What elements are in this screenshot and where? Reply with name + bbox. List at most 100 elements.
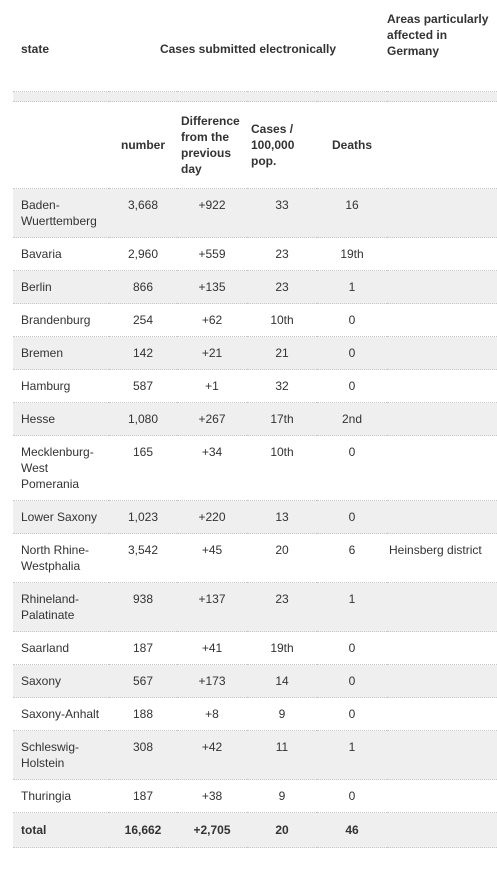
number-cell: 3,668 (109, 188, 177, 238)
deaths-cell: 1 (317, 730, 388, 780)
deaths-cell: 0 (317, 303, 388, 337)
rate-cell: 14 (247, 664, 317, 698)
state-header: state (13, 6, 109, 92)
area-cell (387, 697, 497, 731)
deaths-cell: 19th (317, 237, 388, 271)
cases-table-container: state Cases submitted electronically Are… (13, 0, 497, 848)
state-cell: Berlin (13, 270, 109, 304)
total-difference: +2,705 (177, 812, 247, 848)
state-cell: Saarland (13, 631, 109, 665)
subheader-row: number Difference from the previous day … (13, 101, 497, 189)
area-cell (387, 631, 497, 665)
number-cell: 866 (109, 270, 177, 304)
number-cell: 1,023 (109, 500, 177, 534)
deaths-cell: 0 (317, 697, 388, 731)
area-cell (387, 582, 497, 632)
rate-cell: 10th (247, 303, 317, 337)
cases-table: state Cases submitted electronically Are… (13, 6, 497, 848)
state-cell: Hesse (13, 402, 109, 436)
rate-cell: 32 (247, 369, 317, 403)
table-row: Hamburg 587 +1 32 0 (13, 369, 497, 403)
area-cell (387, 730, 497, 780)
rate-cell: 21 (247, 336, 317, 370)
difference-header: Difference from the previous day (177, 101, 247, 189)
table-row: Thuringia 187 +38 9 0 (13, 779, 497, 813)
area-cell (387, 664, 497, 698)
area-cell (387, 402, 497, 436)
total-rate: 20 (247, 812, 317, 848)
difference-cell: +21 (177, 336, 247, 370)
state-cell: Brandenburg (13, 303, 109, 337)
subheader-empty (13, 101, 109, 189)
rate-cell: 23 (247, 237, 317, 271)
state-cell: Saxony (13, 664, 109, 698)
difference-cell: +922 (177, 188, 247, 238)
table-row: Rhineland-Palatinate 938 +137 23 1 (13, 582, 497, 632)
total-row: total 16,662 +2,705 20 46 (13, 812, 497, 848)
difference-cell: +220 (177, 500, 247, 534)
deaths-cell: 0 (317, 500, 388, 534)
deaths-cell: 16 (317, 188, 388, 238)
state-cell: Thuringia (13, 779, 109, 813)
subheader-empty (387, 101, 497, 189)
table-row: Saxony 567 +173 14 0 (13, 664, 497, 698)
table-row: Berlin 866 +135 23 1 (13, 270, 497, 304)
deaths-cell: 0 (317, 779, 388, 813)
number-cell: 142 (109, 336, 177, 370)
number-cell: 567 (109, 664, 177, 698)
area-cell (387, 435, 497, 501)
difference-cell: +38 (177, 779, 247, 813)
deaths-cell: 1 (317, 582, 388, 632)
table-row: Bremen 142 +21 21 0 (13, 336, 497, 370)
state-cell: Hamburg (13, 369, 109, 403)
table-row: Brandenburg 254 +62 10th 0 (13, 303, 497, 337)
number-cell: 188 (109, 697, 177, 731)
deaths-cell: 0 (317, 631, 388, 665)
difference-cell: +173 (177, 664, 247, 698)
state-cell: Mecklenburg-West Pomerania (13, 435, 109, 501)
difference-cell: +42 (177, 730, 247, 780)
rate-header: Cases / 100,000 pop. (247, 101, 317, 189)
total-label: total (13, 812, 109, 848)
number-cell: 587 (109, 369, 177, 403)
difference-cell: +267 (177, 402, 247, 436)
deaths-cell: 0 (317, 435, 388, 501)
table-row: Saarland 187 +41 19th 0 (13, 631, 497, 665)
state-cell: North Rhine-Westphalia (13, 533, 109, 583)
table-row: Saxony-Anhalt 188 +8 9 0 (13, 697, 497, 731)
difference-cell: +1 (177, 369, 247, 403)
rate-cell: 13 (247, 500, 317, 534)
area-cell (387, 188, 497, 238)
deaths-cell: 2nd (317, 402, 388, 436)
number-cell: 2,960 (109, 237, 177, 271)
header-row: state Cases submitted electronically Are… (13, 6, 497, 92)
state-cell: Lower Saxony (13, 500, 109, 534)
state-cell: Saxony-Anhalt (13, 697, 109, 731)
number-cell: 187 (109, 631, 177, 665)
rate-cell: 9 (247, 697, 317, 731)
areas-header: Areas particularly affected in Germany (387, 6, 497, 92)
deaths-cell: 0 (317, 664, 388, 698)
number-header: number (109, 101, 177, 189)
cases-electronic-header: Cases submitted electronically (109, 6, 388, 92)
rate-cell: 23 (247, 270, 317, 304)
table-row: North Rhine-Westphalia 3,542 +45 20 6 Heinsbe… (13, 533, 497, 583)
deaths-cell: 0 (317, 336, 388, 370)
state-cell: Bremen (13, 336, 109, 370)
area-cell (387, 270, 497, 304)
table-body: Baden-Wuerttemberg 3,668 +922 33 16 Bavaria 2,… (13, 188, 497, 813)
number-cell: 308 (109, 730, 177, 780)
table-row: Lower Saxony 1,023 +220 13 0 (13, 500, 497, 534)
rate-cell: 11 (247, 730, 317, 780)
rate-cell: 33 (247, 188, 317, 238)
rate-cell: 23 (247, 582, 317, 632)
area-cell (387, 779, 497, 813)
area-cell (387, 336, 497, 370)
difference-cell: +135 (177, 270, 247, 304)
number-cell: 1,080 (109, 402, 177, 436)
difference-cell: +137 (177, 582, 247, 632)
rate-cell: 9 (247, 779, 317, 813)
state-cell: Rhineland-Palatinate (13, 582, 109, 632)
table-row: Schleswig-Holstein 308 +42 11 1 (13, 730, 497, 780)
difference-cell: +62 (177, 303, 247, 337)
